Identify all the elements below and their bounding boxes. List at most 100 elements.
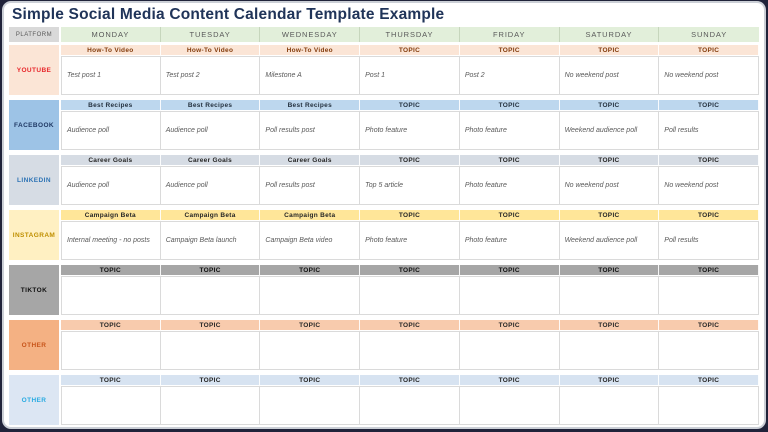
topic-cell-tuesday[interactable]: Career Goals — [160, 155, 261, 166]
topic-cell-thursday[interactable]: TOPIC — [360, 100, 460, 111]
topic-cell-wednesday[interactable]: TOPIC — [260, 320, 361, 331]
content-cell-sunday[interactable]: No weekend post — [659, 166, 759, 205]
platform-cell-instagram[interactable]: INSTAGRAM — [9, 210, 59, 260]
content-cell-thursday[interactable] — [360, 331, 460, 370]
content-cell-wednesday[interactable] — [260, 276, 361, 315]
topic-cell-sunday[interactable]: TOPIC — [659, 45, 759, 56]
content-cell-thursday[interactable]: Photo feature — [360, 221, 460, 260]
platform-cell-other[interactable]: OTHER — [9, 320, 59, 370]
content-cell-tuesday[interactable]: Audience poll — [160, 166, 261, 205]
content-cell-wednesday[interactable] — [260, 331, 361, 370]
platform-column-header[interactable]: PLATFORM — [9, 27, 59, 42]
topic-cell-tuesday[interactable]: Best Recipes — [160, 100, 261, 111]
day-header-wednesday[interactable]: WEDNESDAY — [260, 27, 361, 42]
content-cell-sunday[interactable] — [659, 276, 759, 315]
content-cell-friday[interactable]: Post 2 — [459, 56, 560, 95]
content-cell-thursday[interactable]: Post 1 — [360, 56, 460, 95]
content-cell-friday[interactable] — [459, 331, 560, 370]
topic-cell-friday[interactable]: TOPIC — [459, 210, 560, 221]
topic-cell-friday[interactable]: TOPIC — [459, 320, 560, 331]
content-cell-monday[interactable]: Test post 1 — [61, 56, 161, 95]
topic-cell-thursday[interactable]: TOPIC — [360, 45, 460, 56]
topic-cell-wednesday[interactable]: TOPIC — [260, 265, 361, 276]
content-cell-saturday[interactable]: No weekend post — [559, 56, 660, 95]
topic-cell-thursday[interactable]: TOPIC — [360, 375, 460, 386]
topic-cell-monday[interactable]: Career Goals — [61, 155, 161, 166]
content-cell-saturday[interactable]: Weekend audience poll — [559, 111, 660, 150]
topic-cell-wednesday[interactable]: Career Goals — [260, 155, 361, 166]
topic-cell-sunday[interactable]: TOPIC — [659, 155, 759, 166]
content-cell-thursday[interactable]: Top 5 article — [360, 166, 460, 205]
content-cell-monday[interactable] — [61, 276, 161, 315]
content-cell-wednesday[interactable]: Milestone A — [260, 56, 361, 95]
topic-cell-tuesday[interactable]: How-To Video — [160, 45, 261, 56]
topic-cell-thursday[interactable]: TOPIC — [360, 210, 460, 221]
content-cell-thursday[interactable] — [360, 276, 460, 315]
topic-cell-friday[interactable]: TOPIC — [459, 375, 560, 386]
topic-cell-saturday[interactable]: TOPIC — [559, 375, 660, 386]
topic-cell-monday[interactable]: How-To Video — [61, 45, 161, 56]
topic-cell-saturday[interactable]: TOPIC — [559, 45, 660, 56]
day-header-monday[interactable]: MONDAY — [61, 27, 161, 42]
platform-cell-youtube[interactable]: YOUTUBE — [9, 45, 59, 95]
day-header-saturday[interactable]: SATURDAY — [559, 27, 660, 42]
content-cell-thursday[interactable]: Photo feature — [360, 111, 460, 150]
content-cell-friday[interactable]: Photo feature — [459, 166, 560, 205]
topic-cell-tuesday[interactable]: TOPIC — [160, 265, 261, 276]
content-cell-saturday[interactable] — [559, 386, 660, 425]
topic-cell-friday[interactable]: TOPIC — [459, 45, 560, 56]
day-header-tuesday[interactable]: TUESDAY — [160, 27, 261, 42]
topic-cell-friday[interactable]: TOPIC — [459, 265, 560, 276]
platform-cell-linkedin[interactable]: LINKEDIN — [9, 155, 59, 205]
content-cell-saturday[interactable]: No weekend post — [559, 166, 660, 205]
topic-cell-wednesday[interactable]: Campaign Beta — [260, 210, 361, 221]
platform-cell-tiktok[interactable]: TIKTOK — [9, 265, 59, 315]
topic-cell-saturday[interactable]: TOPIC — [559, 320, 660, 331]
content-cell-tuesday[interactable]: Audience poll — [160, 111, 261, 150]
topic-cell-saturday[interactable]: TOPIC — [559, 210, 660, 221]
content-cell-monday[interactable] — [61, 331, 161, 370]
topic-cell-tuesday[interactable]: TOPIC — [160, 375, 261, 386]
day-header-sunday[interactable]: SUNDAY — [659, 27, 759, 42]
topic-cell-saturday[interactable]: TOPIC — [559, 155, 660, 166]
topic-cell-monday[interactable]: TOPIC — [61, 320, 161, 331]
content-cell-monday[interactable] — [61, 386, 161, 425]
content-cell-friday[interactable] — [459, 386, 560, 425]
content-cell-sunday[interactable] — [659, 331, 759, 370]
topic-cell-saturday[interactable]: TOPIC — [559, 265, 660, 276]
topic-cell-sunday[interactable]: TOPIC — [659, 210, 759, 221]
content-cell-saturday[interactable] — [559, 331, 660, 370]
content-cell-sunday[interactable]: Poll results — [659, 221, 759, 260]
topic-cell-monday[interactable]: Campaign Beta — [61, 210, 161, 221]
topic-cell-sunday[interactable]: TOPIC — [659, 265, 759, 276]
content-cell-wednesday[interactable]: Poll results post — [260, 111, 361, 150]
topic-cell-sunday[interactable]: TOPIC — [659, 320, 759, 331]
topic-cell-thursday[interactable]: TOPIC — [360, 155, 460, 166]
content-cell-tuesday[interactable] — [160, 386, 261, 425]
day-header-thursday[interactable]: THURSDAY — [360, 27, 460, 42]
topic-cell-friday[interactable]: TOPIC — [459, 100, 560, 111]
content-cell-friday[interactable]: Photo feature — [459, 221, 560, 260]
content-cell-sunday[interactable] — [659, 386, 759, 425]
content-cell-sunday[interactable]: No weekend post — [659, 56, 759, 95]
topic-cell-sunday[interactable]: TOPIC — [659, 375, 759, 386]
content-cell-tuesday[interactable]: Campaign Beta launch — [160, 221, 261, 260]
content-cell-tuesday[interactable] — [160, 331, 261, 370]
topic-cell-monday[interactable]: Best Recipes — [61, 100, 161, 111]
topic-cell-wednesday[interactable]: TOPIC — [260, 375, 361, 386]
content-cell-tuesday[interactable] — [160, 276, 261, 315]
content-cell-wednesday[interactable] — [260, 386, 361, 425]
content-cell-sunday[interactable]: Poll results — [659, 111, 759, 150]
content-cell-saturday[interactable]: Weekend audience poll — [559, 221, 660, 260]
content-cell-friday[interactable] — [459, 276, 560, 315]
topic-cell-wednesday[interactable]: How-To Video — [260, 45, 361, 56]
topic-cell-tuesday[interactable]: Campaign Beta — [160, 210, 261, 221]
content-cell-wednesday[interactable]: Poll results post — [260, 166, 361, 205]
content-cell-wednesday[interactable]: Campaign Beta video — [260, 221, 361, 260]
topic-cell-sunday[interactable]: TOPIC — [659, 100, 759, 111]
topic-cell-monday[interactable]: TOPIC — [61, 375, 161, 386]
day-header-friday[interactable]: FRIDAY — [459, 27, 560, 42]
topic-cell-thursday[interactable]: TOPIC — [360, 265, 460, 276]
content-cell-monday[interactable]: Audience poll — [61, 111, 161, 150]
content-cell-monday[interactable]: Audience poll — [61, 166, 161, 205]
